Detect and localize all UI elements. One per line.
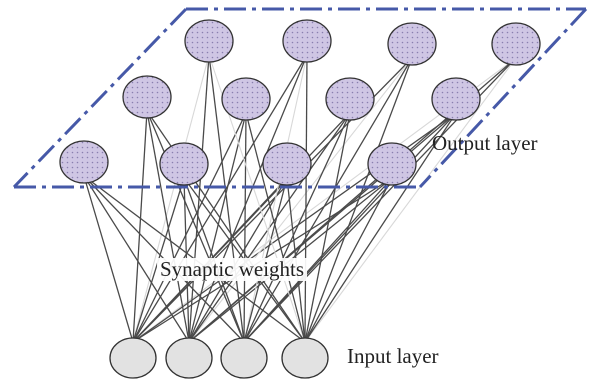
output-node <box>325 77 375 121</box>
connection-line <box>188 112 247 343</box>
connection-line <box>304 112 457 343</box>
connection-line <box>83 175 190 343</box>
connection-line <box>132 112 247 343</box>
connection-line <box>132 54 308 343</box>
plane-edge-right <box>418 7 588 189</box>
output-plane-front-edges <box>14 7 588 189</box>
output-plane-back-edges <box>12 7 586 189</box>
output-node <box>431 77 481 121</box>
output-node <box>221 77 271 121</box>
output-layer-nodes <box>59 19 541 186</box>
output-layer-label: Output layer <box>432 131 538 155</box>
input-node <box>165 337 213 379</box>
synaptic-weights-label: Synaptic weights <box>157 258 308 281</box>
input-node <box>281 337 329 379</box>
input-node <box>109 337 157 379</box>
output-node <box>387 22 437 66</box>
output-node <box>59 140 109 184</box>
connection-line <box>304 57 517 343</box>
output-node <box>367 142 417 186</box>
connection-line <box>132 54 210 343</box>
connection-line <box>188 54 308 343</box>
plane-edge-left <box>12 7 188 189</box>
connection-line <box>304 57 413 343</box>
connection-line <box>245 112 306 343</box>
connection-line <box>146 110 190 343</box>
connection-line <box>132 110 148 343</box>
input-node <box>220 337 268 379</box>
output-node <box>491 22 541 66</box>
connection-line <box>208 54 245 343</box>
output-node <box>159 142 209 186</box>
connection-line <box>304 112 351 343</box>
connection-line <box>304 54 308 343</box>
output-node <box>282 19 332 63</box>
connection-line <box>243 54 308 343</box>
output-node <box>184 19 234 63</box>
connection-line <box>146 110 245 343</box>
connection-line <box>243 112 247 343</box>
output-node <box>262 142 312 186</box>
connection-line <box>304 177 393 343</box>
output-node <box>122 75 172 119</box>
input-layer-label: Input layer <box>347 344 439 368</box>
connection-line <box>243 112 351 343</box>
input-layer-nodes <box>109 337 329 379</box>
connection-line <box>83 175 134 343</box>
